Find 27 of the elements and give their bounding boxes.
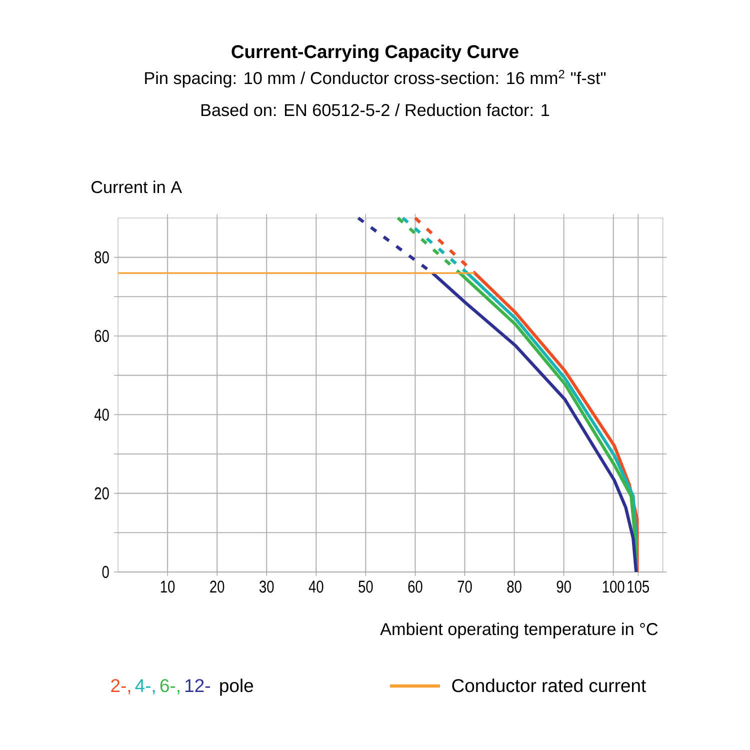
x-axis-title: Ambient operating temperature in °C: [380, 622, 658, 639]
x-tick-label: 90: [556, 580, 571, 593]
x-tick-label: 100: [602, 580, 624, 593]
x-tick-label: 40: [308, 580, 324, 593]
x-tick-label: 60: [408, 580, 422, 593]
text: 6-,: [160, 679, 180, 694]
y-tick-label: 60: [94, 330, 109, 342]
chart-subtitle: Pin spacing: 10 mm / Conductor cross-section: 16 mm$^{2}$ "f-st": [145, 70, 606, 88]
x-tick-label: 50: [358, 580, 373, 593]
x-tick-label: 30: [260, 580, 274, 593]
x-tick-label: 70: [458, 580, 472, 593]
y-tick-label: 20: [94, 487, 109, 500]
y-tick-label: 80: [94, 251, 109, 264]
text: 4-,: [135, 679, 155, 694]
y-axis-title: Current in A: [92, 180, 182, 194]
x-tick-label: 105: [628, 580, 649, 593]
chart-title: Current-Carrying Capacity Curve: [232, 44, 518, 62]
legend-label: Conductor rated current: [452, 678, 646, 692]
text: Based on: EN 60512-5-2 / Reduction factor: 1: [201, 104, 550, 116]
x-tick-label: 20: [210, 580, 224, 593]
text: pole: [220, 678, 254, 696]
text: 2-,: [111, 679, 130, 694]
text: 12-: [185, 679, 210, 692]
y-tick-label: 40: [94, 408, 109, 421]
x-tick-label: 10: [160, 580, 175, 593]
y-tick-label: 0: [102, 566, 109, 578]
x-tick-label: 80: [507, 580, 522, 593]
